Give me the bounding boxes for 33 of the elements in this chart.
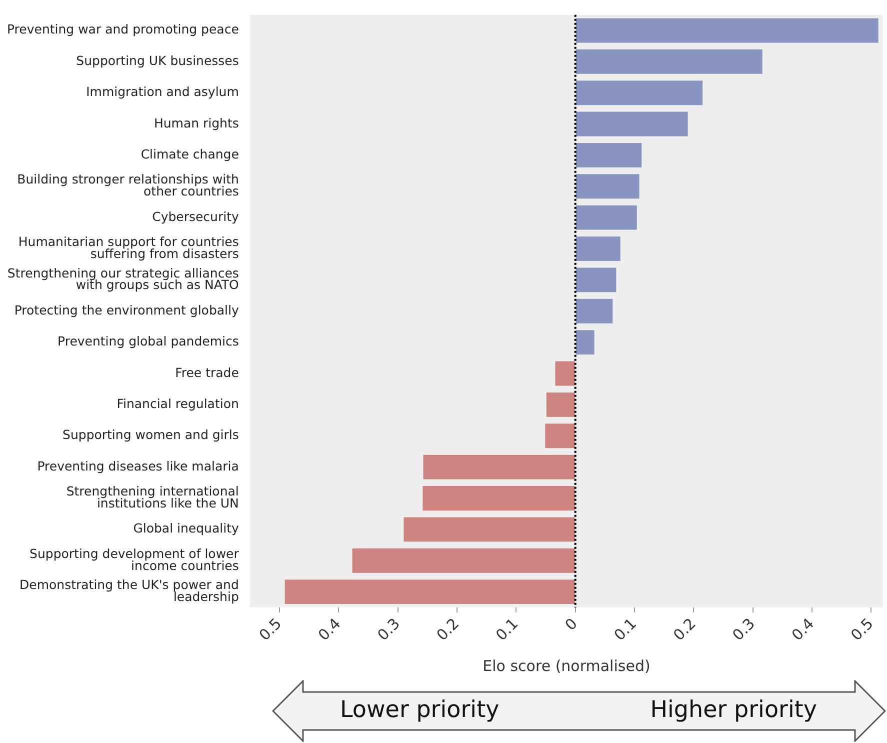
y-tick-label: Supporting women and girls bbox=[62, 427, 239, 442]
y-tick-label: Strengthening international institutions like the UN bbox=[66, 484, 239, 510]
y-tick-label: Demonstrating the UK's power and leadership bbox=[20, 577, 239, 604]
x-tick-label: 0.5 bbox=[255, 614, 286, 644]
y-tick-label: Supporting development of lower income countries bbox=[30, 546, 240, 573]
y-tick-label: Building stronger relationships with other countries bbox=[17, 172, 239, 199]
x-axis-title: Elo score (normalised) bbox=[482, 656, 650, 675]
x-tick-label: 0.4 bbox=[314, 614, 344, 644]
y-tick-label: Preventing global pandemics bbox=[58, 334, 239, 349]
x-tick-label: 0 bbox=[561, 614, 581, 634]
y-tick-label: Humanitarian support for countries suffering from disasters bbox=[18, 234, 239, 261]
x-tick-label: 0.1 bbox=[610, 614, 640, 644]
x-tick-label: 0.1 bbox=[492, 614, 522, 644]
x-tick-label: 0.2 bbox=[670, 614, 700, 644]
y-tick-label: Preventing diseases like malaria bbox=[37, 458, 239, 474]
y-tick-label: Financial regulation bbox=[116, 396, 239, 411]
text: Higher priority bbox=[650, 697, 817, 723]
y-tick-label: Global inequality bbox=[133, 520, 240, 536]
y-tick-label: Free trade bbox=[175, 364, 240, 380]
y-tick-label: Supporting UK businesses bbox=[76, 52, 239, 68]
y-tick-label: Climate change bbox=[140, 146, 240, 162]
y-tick-label: Immigration and asylum bbox=[86, 84, 239, 100]
y-tick-label: Preventing war and promoting peace bbox=[6, 22, 240, 37]
text: Lower priority bbox=[340, 697, 500, 723]
y-tick-label: Strengthening our strategic alliances with groups such as NATO bbox=[7, 265, 240, 292]
x-tick-label: 0.3 bbox=[728, 614, 758, 644]
y-tick-label: Cybersecurity bbox=[152, 208, 240, 224]
x-tick-label: 0.5 bbox=[847, 614, 877, 644]
x-tick-label: 0.2 bbox=[432, 614, 463, 644]
y-tick-label: Protecting the environment globally bbox=[14, 302, 240, 318]
x-tick-label: 0.4 bbox=[788, 614, 818, 644]
y-tick-label: Human rights bbox=[154, 115, 239, 130]
x-tick-label: 0.3 bbox=[374, 614, 404, 644]
